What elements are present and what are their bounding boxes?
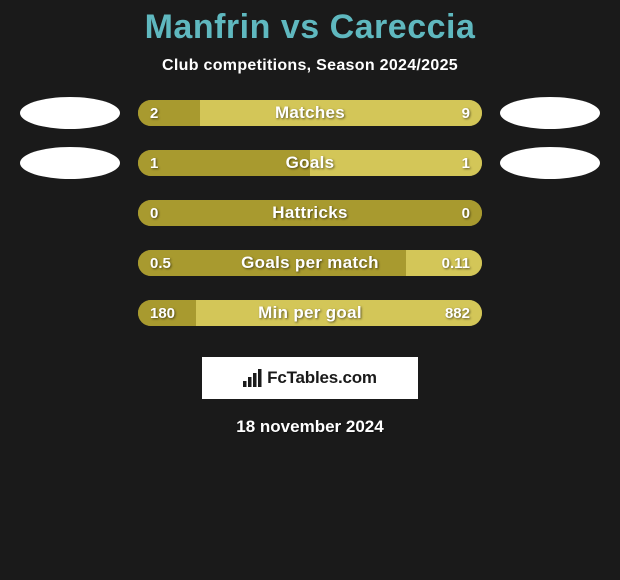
stat-value-right: 882 — [445, 300, 470, 326]
bars-icon — [243, 369, 263, 387]
stat-bar: Goals per match0.5 0.11 — [138, 250, 482, 276]
stat-value-right: 9 — [462, 100, 470, 126]
team-badge-right — [500, 97, 600, 129]
stat-label: Hattricks — [138, 200, 482, 226]
stat-value-left: 0 — [150, 200, 158, 226]
stat-value-left: 180 — [150, 300, 175, 326]
team-badge-left — [20, 97, 120, 129]
stat-label: Goals — [138, 150, 482, 176]
stat-value-right: 1 — [462, 150, 470, 176]
infographic-container: Manfrin vs Careccia Club competitions, S… — [0, 0, 620, 437]
stat-bar: Hattricks0 0 — [138, 200, 482, 226]
team-badge-left — [20, 147, 120, 179]
stat-bar: Matches2 9 — [138, 100, 482, 126]
stat-value-right: 0.11 — [442, 250, 470, 276]
team-badge-right — [500, 147, 600, 179]
logo-box: FcTables.com — [202, 357, 418, 399]
stat-row: Min per goal180 882 — [0, 297, 620, 329]
stat-bar: Min per goal180 882 — [138, 300, 482, 326]
stat-value-left: 0.5 — [150, 250, 171, 276]
stat-label: Goals per match — [138, 250, 482, 276]
date-label: 18 november 2024 — [0, 417, 620, 437]
stat-row: Goals1 1 — [0, 147, 620, 179]
stat-label: Min per goal — [138, 300, 482, 326]
logo-text: FcTables.com — [267, 368, 377, 388]
subtitle: Club competitions, Season 2024/2025 — [0, 57, 620, 75]
stat-bar: Goals1 1 — [138, 150, 482, 176]
stat-row: Goals per match0.5 0.11 — [0, 247, 620, 279]
stat-row: Hattricks0 0 — [0, 197, 620, 229]
stat-row: Matches2 9 — [0, 97, 620, 129]
stat-value-left: 2 — [150, 100, 158, 126]
stat-rows: Matches2 9 Goals1 1 Hattricks0 0 Goals per mat… — [0, 97, 620, 329]
stat-value-right: 0 — [462, 200, 470, 226]
stat-label: Matches — [138, 100, 482, 126]
page-title: Manfrin vs Careccia — [0, 8, 620, 47]
stat-value-left: 1 — [150, 150, 158, 176]
